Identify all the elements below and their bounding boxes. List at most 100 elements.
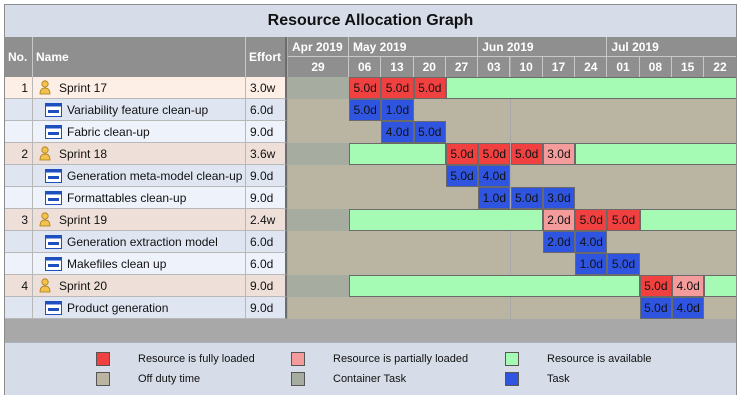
allocation-bar-full[interactable]: 5.0d [381, 77, 414, 99]
allocation-bar-task[interactable]: 5.0d [607, 253, 640, 275]
timeline-cell [288, 209, 349, 231]
row-name-text: Fabric clean-up [67, 125, 150, 139]
row-number [5, 187, 33, 209]
timeline-cell [288, 143, 349, 165]
allocation-bar-task[interactable]: 2.0d [542, 231, 576, 253]
task-icon [45, 257, 62, 271]
timeline-cell [607, 231, 640, 253]
week-header: 24 [575, 57, 608, 77]
timeline-cell [349, 187, 382, 209]
timeline-cell [381, 253, 414, 275]
allocation-bar-full[interactable]: 5.0d [349, 77, 382, 99]
timeline-cell [510, 231, 543, 253]
allocation-bar-available[interactable] [639, 209, 736, 231]
row-effort: 2.4w [246, 209, 287, 231]
task-row-name[interactable]: Generation meta-model clean-up [33, 165, 246, 187]
timeline-cell [575, 121, 608, 143]
task-row-name[interactable]: Variability feature clean-up [33, 99, 246, 121]
task-row-name[interactable]: Formattables clean-up [33, 187, 246, 209]
allocation-bar-task[interactable]: 3.0d [542, 187, 576, 209]
allocation-bar-available[interactable] [445, 77, 736, 99]
column-header-name[interactable]: Name [33, 37, 246, 77]
allocation-bar-task[interactable]: 5.0d [349, 99, 382, 121]
row-name-text: Sprint 17 [59, 81, 108, 95]
task-icon [45, 191, 62, 205]
row-effort: 6.0d [246, 99, 287, 121]
month-header: May 2019 [349, 37, 479, 57]
allocation-bar-available[interactable] [349, 275, 640, 297]
report-title: Resource Allocation Graph [267, 12, 474, 29]
week-header: 13 [381, 57, 414, 77]
legend-swatch-container [291, 372, 305, 386]
summary-row-name[interactable]: Sprint 20 [33, 275, 246, 297]
allocation-bar-task[interactable]: 5.0d [639, 297, 672, 319]
timeline-cell [381, 187, 414, 209]
row-effort: 9.0d [246, 297, 287, 319]
legend-swatch-offduty [96, 372, 110, 386]
timeline-cell [288, 187, 349, 209]
allocation-bar-full[interactable]: 5.0d [413, 77, 446, 99]
timeline-cell [542, 165, 576, 187]
allocation-bar-full[interactable]: 5.0d [510, 143, 543, 165]
timeline-cell [542, 297, 576, 319]
allocation-bar-task[interactable]: 4.0d [575, 231, 608, 253]
summary-row-name[interactable]: Sprint 18 [33, 143, 246, 165]
summary-row-name[interactable]: Sprint 17 [33, 77, 246, 99]
allocation-bar-task[interactable]: 4.0d [381, 121, 414, 143]
allocation-bar-task[interactable]: 5.0d [413, 121, 446, 143]
legend-label: Resource is partially loaded [333, 353, 469, 365]
person-icon [39, 146, 51, 161]
timeline-cell [639, 121, 672, 143]
allocation-bar-partial[interactable]: 2.0d [542, 209, 576, 231]
row-number: 4 [5, 275, 33, 297]
allocation-bar-task[interactable]: 1.0d [575, 253, 608, 275]
timeline-cell [413, 187, 446, 209]
column-header-effort[interactable]: Effort [246, 37, 287, 77]
allocation-bar-available[interactable] [575, 143, 736, 165]
legend-label: Off duty time [138, 373, 201, 385]
week-header: 06 [349, 57, 382, 77]
allocation-bar-available[interactable] [704, 275, 736, 297]
legend-label: Container Task [333, 373, 407, 385]
timeline-cell [510, 297, 543, 319]
timeline-cell [478, 99, 511, 121]
allocation-bar-task[interactable]: 1.0d [381, 99, 414, 121]
week-header: 22 [704, 57, 736, 77]
allocation-bar-partial[interactable]: 4.0d [672, 275, 705, 297]
allocation-bar-available[interactable] [349, 209, 543, 231]
task-row-name[interactable]: Fabric clean-up [33, 121, 246, 143]
task-icon [45, 301, 62, 315]
row-effort: 9.0d [246, 275, 287, 297]
row-name-text: Generation meta-model clean-up [67, 169, 243, 183]
task-row-name[interactable]: Product generation [33, 297, 246, 319]
allocation-bar-task[interactable]: 4.0d [478, 165, 511, 187]
allocation-bar-full[interactable]: 5.0d [607, 209, 640, 231]
timeline-cell [704, 231, 736, 253]
task-row-name[interactable]: Makefiles clean up [33, 253, 246, 275]
allocation-bar-full[interactable]: 5.0d [639, 275, 672, 297]
allocation-bar-task[interactable]: 4.0d [672, 297, 705, 319]
task-row-name[interactable]: Generation extraction model [33, 231, 246, 253]
timeline-cell [672, 231, 705, 253]
timeline-cell [607, 121, 640, 143]
allocation-bar-partial[interactable]: 3.0d [542, 143, 576, 165]
week-header: 17 [542, 57, 576, 77]
allocation-bar-available[interactable] [349, 143, 446, 165]
allocation-bar-full[interactable]: 5.0d [478, 143, 511, 165]
allocation-bar-task[interactable]: 1.0d [478, 187, 511, 209]
row-number [5, 165, 33, 187]
allocation-bar-full[interactable]: 5.0d [575, 209, 608, 231]
resource-gantt-chart: No. Name Effort Apr 2019 May 2019 Jun 2019… [5, 37, 736, 342]
timeline-cell [639, 187, 672, 209]
timeline-cell [445, 187, 479, 209]
timeline-cell [445, 253, 479, 275]
summary-row-name[interactable]: Sprint 19 [33, 209, 246, 231]
allocation-bar-task[interactable]: 5.0d [510, 187, 543, 209]
row-number: 1 [5, 77, 33, 99]
row-name-text: Sprint 19 [59, 213, 108, 227]
task-icon [45, 169, 62, 183]
allocation-bar-task[interactable]: 5.0d [445, 165, 479, 187]
allocation-bar-full[interactable]: 5.0d [445, 143, 479, 165]
row-name-text: Product generation [67, 301, 169, 315]
column-header-no[interactable]: No. [5, 37, 33, 77]
